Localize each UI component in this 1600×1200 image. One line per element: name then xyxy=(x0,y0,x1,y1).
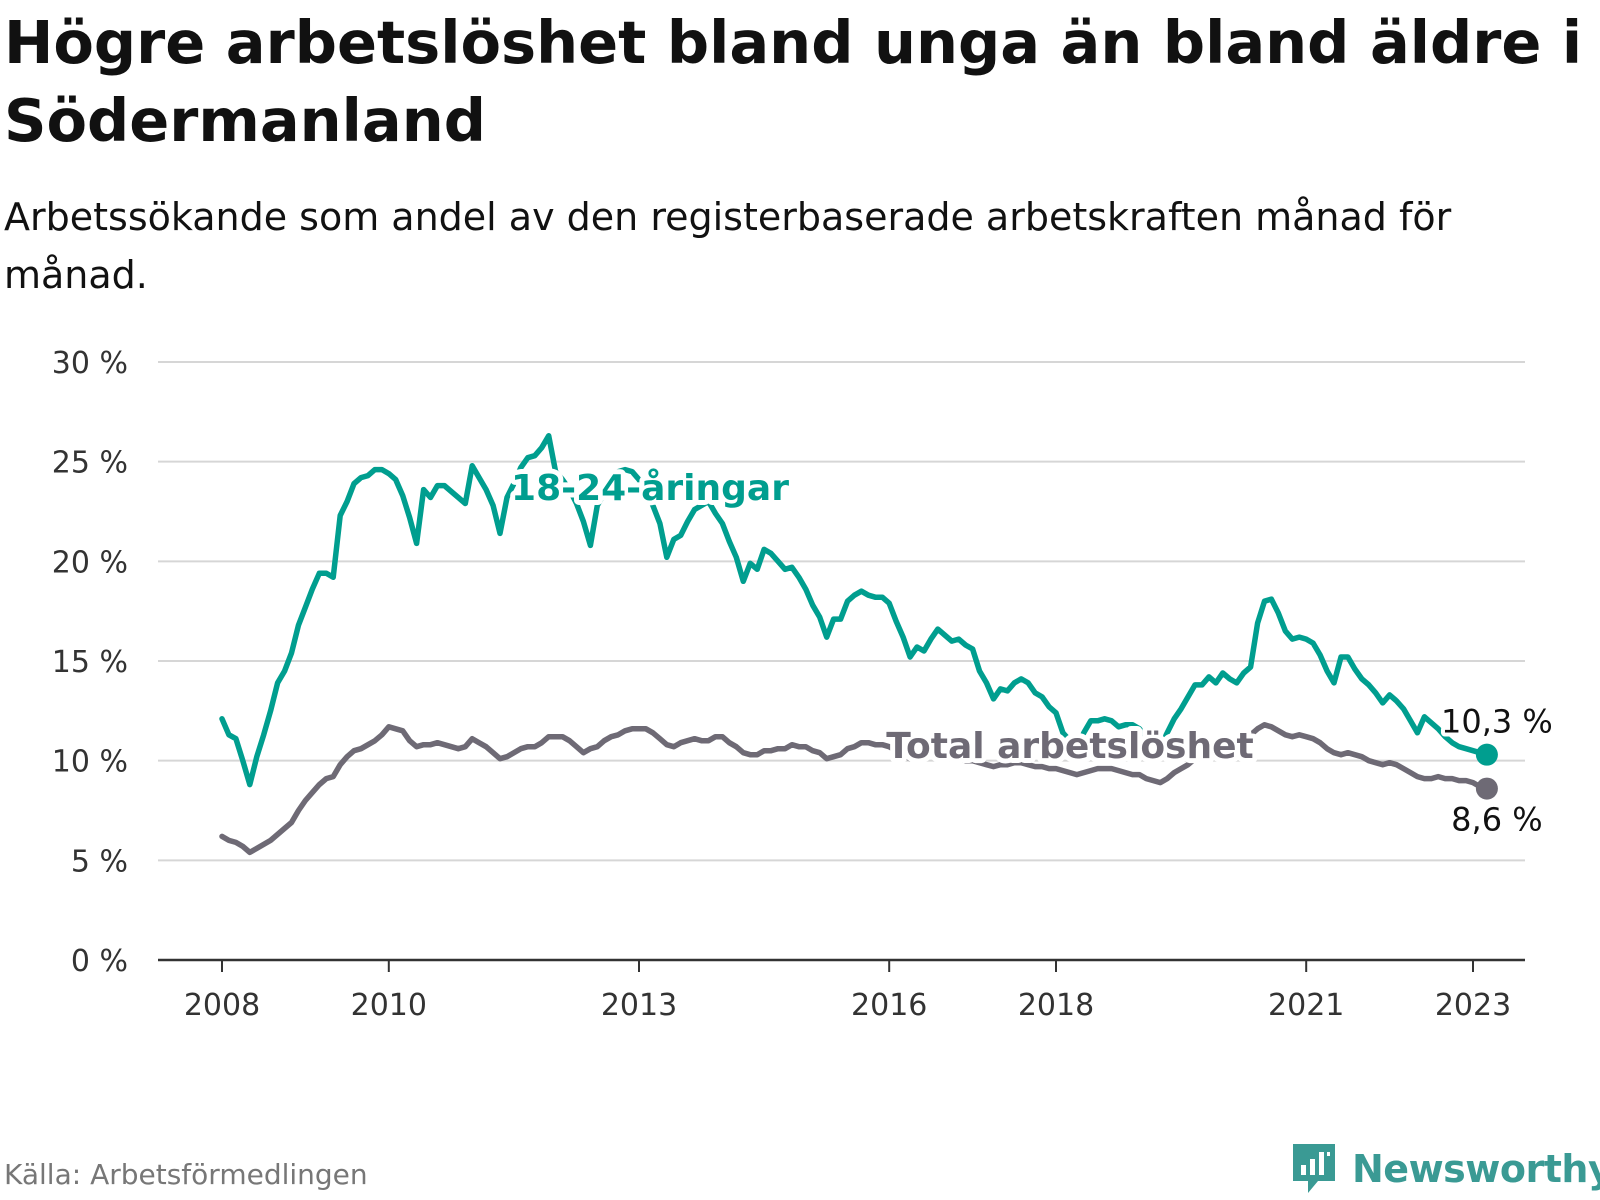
y-axis-tick-labels: 0 % 5 % 10 % 15 % 20 % 25 % 30 % xyxy=(52,346,128,979)
grid-lines xyxy=(158,361,1525,862)
x-tick-label: 2018 xyxy=(1018,988,1094,1023)
brand-name: Newsworthy xyxy=(1352,1147,1600,1191)
x-tick-label: 2008 xyxy=(184,988,260,1023)
series-line-0 xyxy=(219,433,1490,788)
chart-subtitle: Arbetssökande som andel av den registerb… xyxy=(4,195,1452,297)
series-name-label: 18-24-åringar xyxy=(511,468,789,509)
source-note: Källa: Arbetsförmedlingen xyxy=(4,1158,368,1191)
y-tick-label: 10 % xyxy=(52,745,128,780)
x-tick-label: 2021 xyxy=(1268,988,1344,1023)
x-axis: 2008 2010 2013 2016 2018 2021 2023 xyxy=(158,958,1525,1023)
x-tick-label: 2023 xyxy=(1435,988,1511,1023)
x-tick-label: 2010 xyxy=(351,988,427,1023)
series-end-point xyxy=(1475,743,1498,766)
series-end-label: 10,3 % xyxy=(1441,703,1553,741)
series-labels: 18-24-åringar Total arbetslöshet 8,6 % 10,3… xyxy=(506,463,1557,843)
series-lines xyxy=(219,433,1498,856)
series-name-label: Total arbetslöshet xyxy=(886,726,1254,767)
line-chart: 0 %5 %10 %15 %20 %25 %30 % 2008 2010 2013 2… xyxy=(51,346,1557,1023)
series-end-point xyxy=(1475,777,1498,800)
series-line-1 xyxy=(219,722,1490,856)
y-tick-label: 15 % xyxy=(52,645,128,680)
series-end-label: 8,6 % xyxy=(1451,801,1542,839)
y-tick-label: 0 % xyxy=(71,944,128,979)
y-tick-label: 30 % xyxy=(52,346,128,381)
x-tick-label: 2016 xyxy=(851,988,927,1023)
x-tick-label: 2013 xyxy=(601,988,677,1023)
y-tick-label: 5 % xyxy=(71,844,128,879)
y-tick-label: 25 % xyxy=(52,446,128,481)
bar-chart-speech-bubble-icon xyxy=(1293,1144,1335,1193)
chart-title: Högre arbetslöshet bland unga än bland ä… xyxy=(4,8,1583,155)
y-tick-label: 20 % xyxy=(52,545,128,580)
brand-logo: Newsworthy xyxy=(1290,1141,1600,1197)
